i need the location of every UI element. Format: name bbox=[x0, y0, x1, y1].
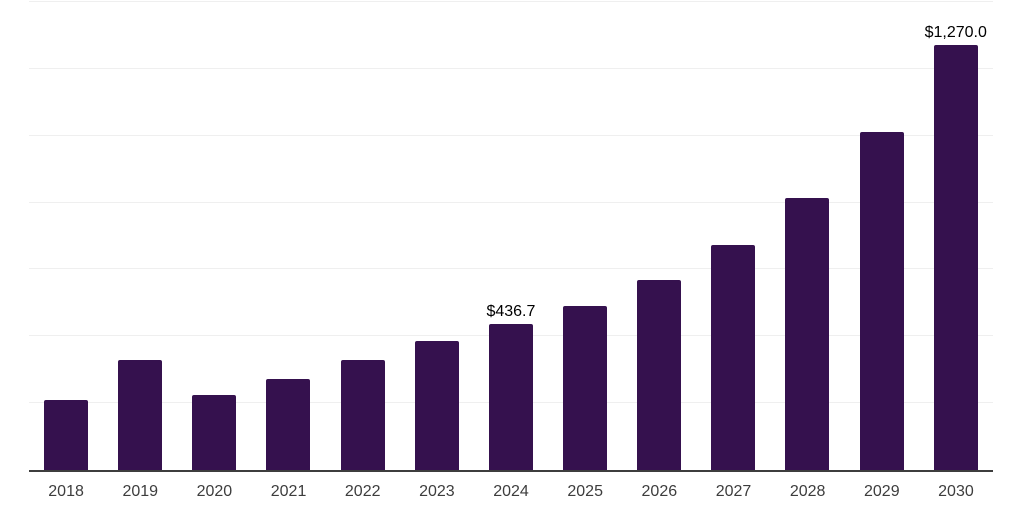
data-label-2024: $436.7 bbox=[486, 303, 536, 321]
bar-2023 bbox=[414, 340, 459, 470]
x-tick-2030: 2030 bbox=[938, 483, 974, 500]
bar-2018 bbox=[44, 400, 89, 470]
gridline-600 bbox=[29, 268, 993, 270]
x-tick-2025: 2025 bbox=[567, 483, 603, 500]
x-tick-2029: 2029 bbox=[864, 483, 900, 500]
x-axis-labels: 2018 2019 2020 2021 2022 2023 2024 2025 2026 2027… bbox=[29, 472, 993, 501]
bar-2026 bbox=[637, 280, 682, 470]
bar-2025 bbox=[563, 305, 608, 470]
x-tick-2019: 2019 bbox=[122, 483, 159, 500]
gridline-1400 bbox=[29, 1, 993, 2]
x-tick-2023: 2023 bbox=[419, 483, 455, 500]
bar-2022 bbox=[340, 360, 385, 470]
x-tick-2024: 2024 bbox=[493, 483, 529, 500]
bar-2030: $1,270.0 bbox=[925, 24, 987, 470]
bar-2021 bbox=[266, 379, 311, 470]
x-tick-2027: 2027 bbox=[715, 483, 752, 500]
x-tick-2026: 2026 bbox=[641, 483, 678, 500]
gridline-800 bbox=[29, 201, 993, 203]
x-tick-2022: 2022 bbox=[344, 483, 381, 500]
x-tick-2021: 2021 bbox=[270, 483, 307, 500]
bar-2020 bbox=[192, 395, 237, 470]
data-label-2030: $1,270.0 bbox=[924, 24, 987, 42]
bar-2024: $436.7 bbox=[486, 303, 535, 470]
x-tick-2020: 2020 bbox=[196, 483, 233, 500]
gridline-1000 bbox=[29, 134, 993, 136]
bar-2029 bbox=[859, 131, 904, 470]
plot-area: $436.7 $1,270.0 bbox=[29, 1, 993, 472]
x-tick-2018: 2018 bbox=[48, 483, 84, 500]
bar-2028 bbox=[785, 198, 830, 470]
x-tick-2028: 2028 bbox=[789, 483, 826, 500]
bar-2027 bbox=[711, 245, 756, 470]
gridline-1200 bbox=[29, 67, 993, 69]
bar-2019 bbox=[118, 360, 163, 470]
